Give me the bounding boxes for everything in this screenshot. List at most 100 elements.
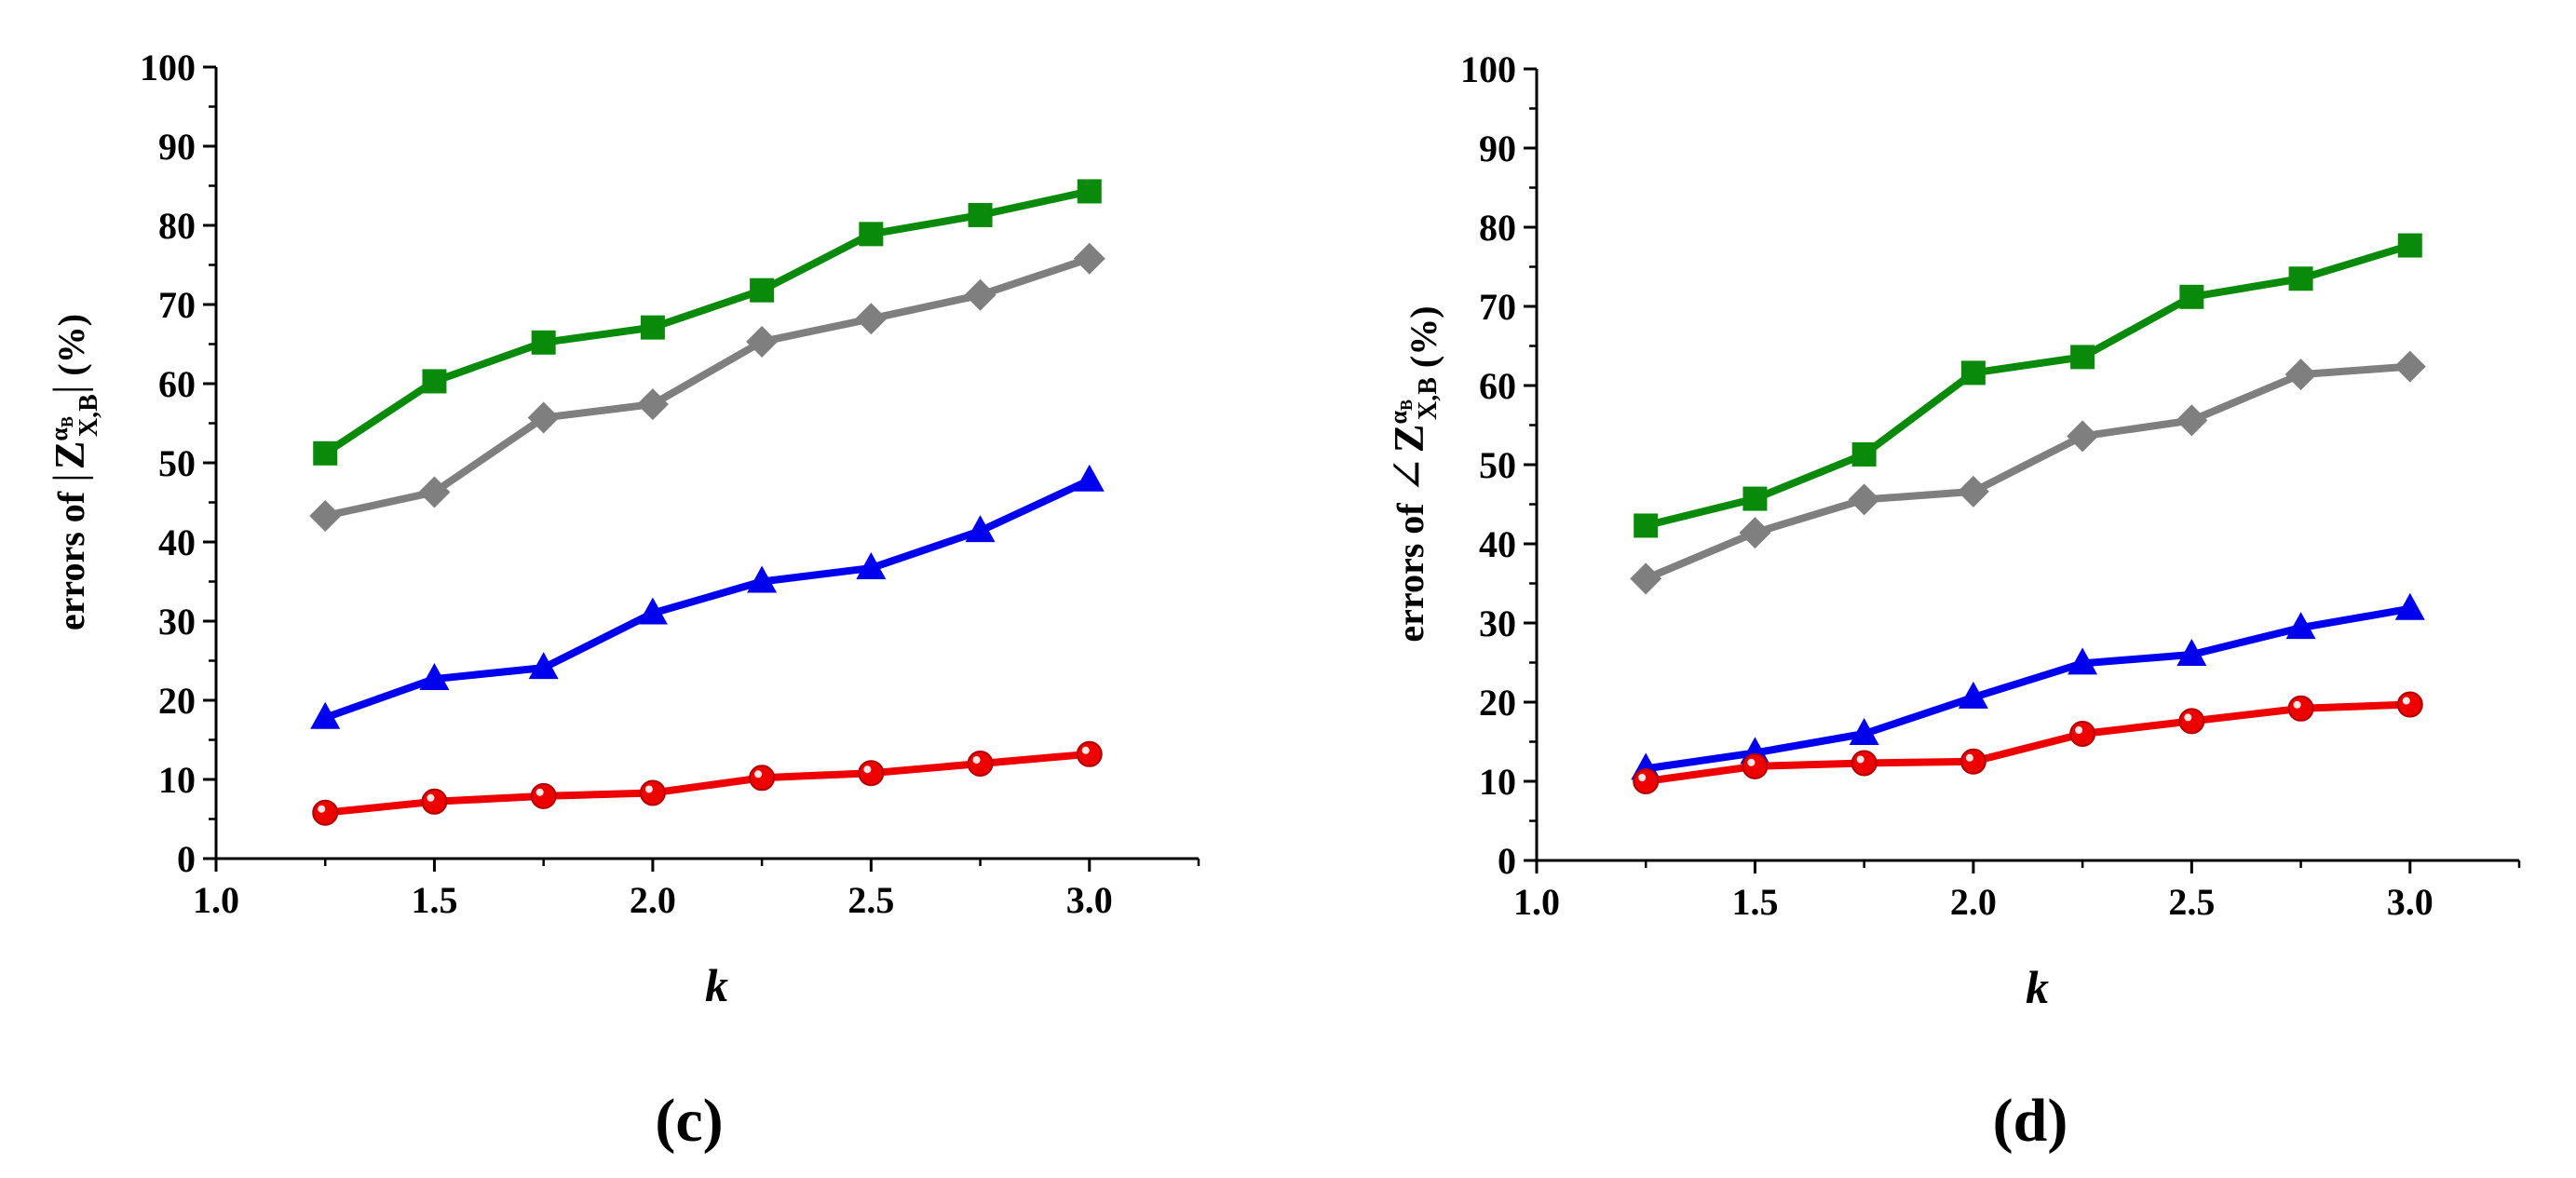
data-point-green-square [2070, 345, 2095, 370]
y-tick-label: 40 [158, 521, 196, 563]
y-axis-title-suffix: (%) [1403, 305, 1444, 368]
data-point-highlight [1638, 774, 1647, 781]
y-tick-label: 60 [1479, 365, 1516, 407]
data-point-red-circle [1959, 748, 1986, 775]
x-tick-label: 2.0 [630, 879, 676, 921]
data-point-highlight [1747, 758, 1756, 766]
data-point-blue-triangle [2285, 612, 2316, 640]
data-point-red-circle [749, 765, 776, 792]
data-point-gray-diamond [2393, 350, 2426, 383]
y-tick-label: 60 [158, 363, 196, 405]
data-point-red-circle [2069, 721, 2096, 747]
x-tick-label: 1.5 [411, 879, 457, 921]
data-point-red-circle [2396, 691, 2423, 718]
x-tick-label: 1.0 [1513, 881, 1560, 923]
series-line-blue-triangle [323, 477, 1091, 722]
data-point-highlight [2075, 726, 2083, 734]
data-point-gray-diamond [309, 499, 342, 532]
data-point-red-circle [858, 760, 885, 787]
y-tick-label: 90 [1479, 128, 1516, 169]
data-point-green-square [640, 315, 665, 340]
data-point-highlight [2402, 697, 2410, 705]
data-point-highlight [318, 805, 326, 813]
y-axis-title-subscript: X,B [75, 394, 103, 437]
y-tick-label: 80 [1479, 207, 1516, 249]
y-tick-label: 50 [158, 442, 196, 484]
y-tick-label: 10 [1479, 761, 1516, 803]
data-point-gray-diamond [2176, 404, 2208, 437]
data-point-red-circle [1851, 750, 1878, 777]
data-point-green-square [2288, 266, 2313, 291]
data-point-green-square [1960, 360, 1986, 386]
x-axis-title: k [2026, 961, 2049, 1013]
data-point-gray-diamond [1739, 517, 1771, 549]
data-point-gray-diamond [2067, 420, 2099, 453]
y-tick-label: 70 [1479, 286, 1516, 328]
data-point-green-square [1634, 513, 1659, 538]
data-point-highlight [1081, 746, 1090, 754]
y-tick-label: 80 [158, 205, 196, 247]
data-point-gray-diamond [964, 278, 997, 311]
data-point-highlight [1965, 753, 1973, 762]
data-point-blue-triangle [419, 663, 450, 691]
data-point-highlight [863, 765, 872, 774]
y-tick-label: 30 [1479, 603, 1516, 644]
x-tick-label: 2.5 [2168, 881, 2215, 923]
data-point-red-circle [2178, 708, 2205, 735]
data-point-blue-triangle [747, 565, 778, 593]
panel-c-chart: 0 10 20 30 40 50 60 70 80 90 100 1.0 1.5 2.0 2.5 3.0 k er… [45, 47, 1200, 1155]
y-axis-title-symbol-left: ∠ [1384, 456, 1433, 494]
y-axis-title-main: Z [46, 441, 93, 470]
data-point-green-square [859, 222, 884, 247]
series-line-blue-triangle [1645, 604, 2411, 773]
data-point-red-circle [312, 799, 339, 826]
y-axis-title-main: Z [1385, 424, 1432, 453]
data-point-highlight [427, 793, 435, 802]
panel-label: (c) [655, 1087, 723, 1155]
y-axis-title-superscript: α [1385, 410, 1412, 424]
data-point-red-circle [421, 788, 448, 815]
y-axis-title-superscript-sub: B [1397, 399, 1416, 411]
data-point-red-circle [639, 779, 666, 806]
data-point-green-square [968, 202, 993, 227]
data-point-gray-diamond [1630, 562, 1662, 595]
x-tick-label: 2.5 [847, 879, 894, 921]
data-point-gray-diamond [855, 303, 888, 335]
data-point-blue-triangle [1074, 464, 1105, 492]
data-point-blue-triangle [310, 701, 341, 729]
data-point-green-square [1742, 486, 1768, 511]
y-tick-label: 40 [1479, 523, 1516, 565]
data-point-gray-diamond [527, 401, 560, 434]
y-axis-title-subscript: X,B [1414, 377, 1443, 420]
y-tick-label: 0 [1498, 840, 1516, 882]
data-point-green-square [422, 369, 447, 394]
data-point-blue-triangle [965, 515, 996, 543]
y-tick-label: 90 [158, 126, 196, 168]
y-axis-title: errors of ∠ ZαBX,B (%) [1384, 305, 1444, 642]
series-line-green-square [1645, 241, 2411, 530]
y-axis-title-prefix: errors of [50, 491, 92, 630]
data-point-blue-triangle [856, 552, 887, 580]
data-point-blue-triangle [2394, 592, 2425, 620]
y-axis-title-prefix: errors of [1390, 503, 1431, 643]
series-line-red-circle [1645, 700, 2410, 785]
panel-label: (d) [1993, 1087, 2068, 1155]
data-point-blue-triangle [528, 652, 559, 680]
data-point-red-circle [530, 782, 557, 809]
data-point-gray-diamond [1848, 483, 1880, 516]
data-point-gray-diamond [636, 388, 669, 421]
data-point-blue-triangle [1849, 718, 1879, 745]
y-tick-label: 30 [158, 601, 196, 643]
data-point-green-square [313, 440, 338, 466]
data-point-highlight [972, 756, 981, 764]
panel-d-chart: 0 10 20 30 40 50 60 70 80 90 100 1.0 1.5 2.0 2.5 3.0 k er… [1384, 48, 2521, 1155]
data-point-gray-diamond [418, 476, 451, 508]
y-tick-label: 70 [158, 284, 196, 326]
y-axis-title-superscript-sub: B [58, 416, 76, 427]
data-point-red-circle [967, 751, 994, 777]
data-point-green-square [2397, 233, 2422, 258]
y-tick-label: 10 [158, 759, 196, 801]
data-point-blue-triangle [2176, 639, 2207, 666]
y-tick-label: 100 [140, 47, 196, 88]
